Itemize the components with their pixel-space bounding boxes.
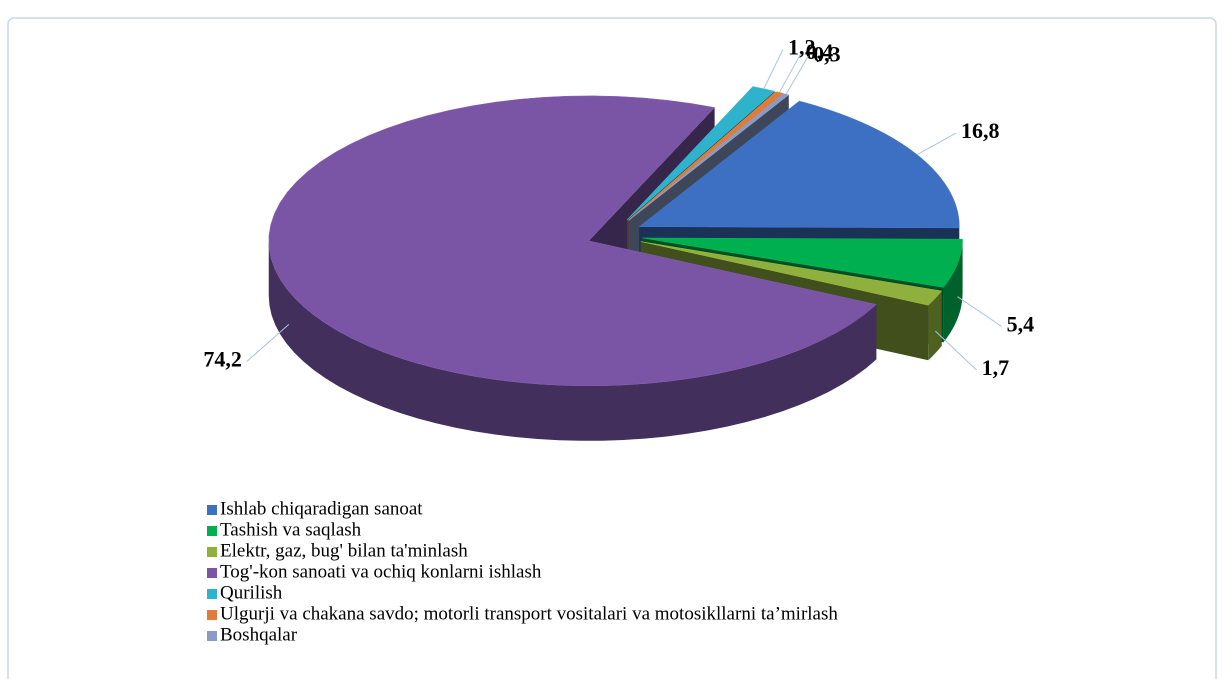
data-label: 1,7 [982,355,1010,380]
pie-side [928,290,942,361]
data-label: 0,4 [806,39,834,64]
legend-label: Ulgurji va chakana savdo; motorli transp… [220,603,838,624]
legend-label: Tashish va saqlash [220,519,362,540]
legend-label: Qurilish [220,582,283,603]
pie-slice [640,241,943,306]
legend-swatch [207,589,217,599]
legend-label: Boshqalar [220,624,298,645]
legend-swatch [207,505,217,515]
pie-slice [628,93,790,221]
legend-label: Tog'-kon sanoati va ochiq konlarni ishla… [220,561,542,582]
leader-line [935,330,977,371]
legend-swatch [207,547,217,557]
leader-line [779,53,802,93]
leader-line [916,132,957,156]
chart-border [7,17,1217,679]
legend-swatch [207,631,217,641]
data-label: 1,2 [788,34,816,59]
legend-swatch [207,610,217,620]
legend-label: Ishlab chiqaradigan sanoat [220,498,423,519]
legend-swatch [207,568,217,578]
data-label: 0,3 [813,41,841,66]
legend-label: Elektr, gaz, bug' bilan ta'minlash [220,540,468,561]
pie-slice [642,237,963,288]
pie-slice [268,95,877,387]
data-label: 5,4 [1007,311,1035,336]
leader-line [763,49,784,89]
pie-side [943,239,963,343]
leader-line [785,55,809,95]
leader-line [246,324,290,362]
leader-line [957,296,1002,327]
data-label: 74,2 [203,347,242,372]
legend-swatch [207,526,217,536]
pie-side [268,240,877,441]
data-label: 16,8 [961,118,1000,143]
pie-slice [626,86,776,221]
pie-slice [638,100,960,229]
